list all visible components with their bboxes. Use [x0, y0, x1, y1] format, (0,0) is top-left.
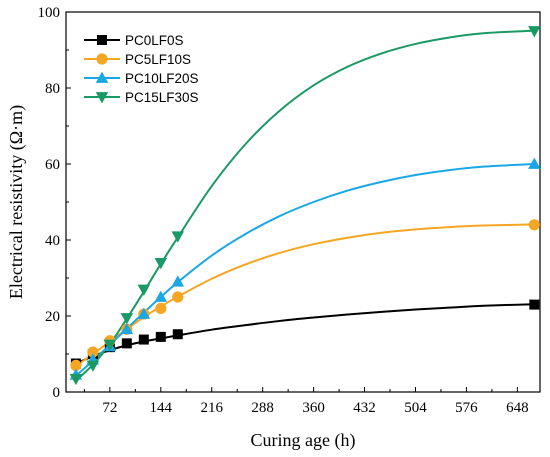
data-point-1-7	[528, 219, 540, 231]
legend-label-0: PC0LF0S	[125, 33, 184, 48]
data-point-2-4	[137, 307, 151, 319]
y-tick-label: 0	[53, 385, 61, 401]
legend-label-2: PC10LF20S	[125, 71, 199, 86]
data-point-3-2	[103, 339, 117, 351]
x-tick-label: 504	[404, 400, 427, 416]
y-tick-label: 80	[45, 81, 60, 97]
plot-frame	[65, 11, 541, 393]
x-axis-title: Curing age (h)	[251, 430, 356, 451]
x-tick-label: 288	[251, 400, 274, 416]
data-point-3-7	[528, 26, 541, 38]
data-point-0-4	[138, 334, 149, 345]
data-point-0-6	[172, 329, 183, 340]
data-point-1-6	[172, 291, 184, 303]
data-point-0-7	[529, 299, 540, 310]
legend-marker-3	[95, 92, 109, 104]
data-point-3-1	[86, 360, 100, 372]
x-tick-label: 216	[200, 400, 223, 416]
x-tick-label: 648	[506, 400, 529, 416]
y-tick-label: 20	[45, 309, 60, 325]
x-tick-label: 432	[353, 400, 376, 416]
legend: PC0LF0S PC5LF10S PC10LF20S PC15LF30S	[84, 33, 199, 105]
data-point-3-6	[171, 231, 185, 243]
legend-label-1: PC5LF10S	[125, 52, 191, 67]
y-tick-label: 60	[45, 157, 60, 173]
y-axis-title: Electrical resistivity (Ω·m)	[6, 105, 27, 299]
ticks-layer: 72 144 216 288 360 432 504 576 648 0 20 40 60 80 100	[38, 5, 529, 416]
data-point-2-5	[154, 290, 168, 302]
legend-label-3: PC15LF30S	[125, 90, 199, 105]
data-point-2-7	[528, 157, 541, 169]
data-point-3-0	[69, 373, 83, 386]
x-tick-label: 576	[455, 400, 478, 416]
data-point-3-5	[154, 257, 168, 270]
series-line-3	[75, 29, 535, 382]
legend-marker-2	[95, 71, 109, 83]
x-tick-label: 72	[102, 400, 117, 416]
data-point-2-6	[171, 275, 185, 287]
data-point-2-3	[120, 322, 134, 335]
legend-marker-1	[96, 53, 108, 65]
data-point-3-4	[137, 284, 151, 296]
x-tick-label: 360	[302, 400, 325, 416]
x-tick-label: 144	[150, 400, 173, 416]
legend-marker-0	[97, 35, 107, 45]
data-point-1-5	[155, 302, 167, 314]
data-point-0-5	[155, 331, 166, 342]
series-line-1	[75, 223, 535, 367]
y-tick-label: 100	[38, 5, 61, 21]
markers-layer	[69, 26, 541, 386]
y-tick-label: 40	[45, 233, 60, 249]
data-point-0-3	[121, 338, 132, 349]
data-point-3-3	[120, 313, 134, 325]
